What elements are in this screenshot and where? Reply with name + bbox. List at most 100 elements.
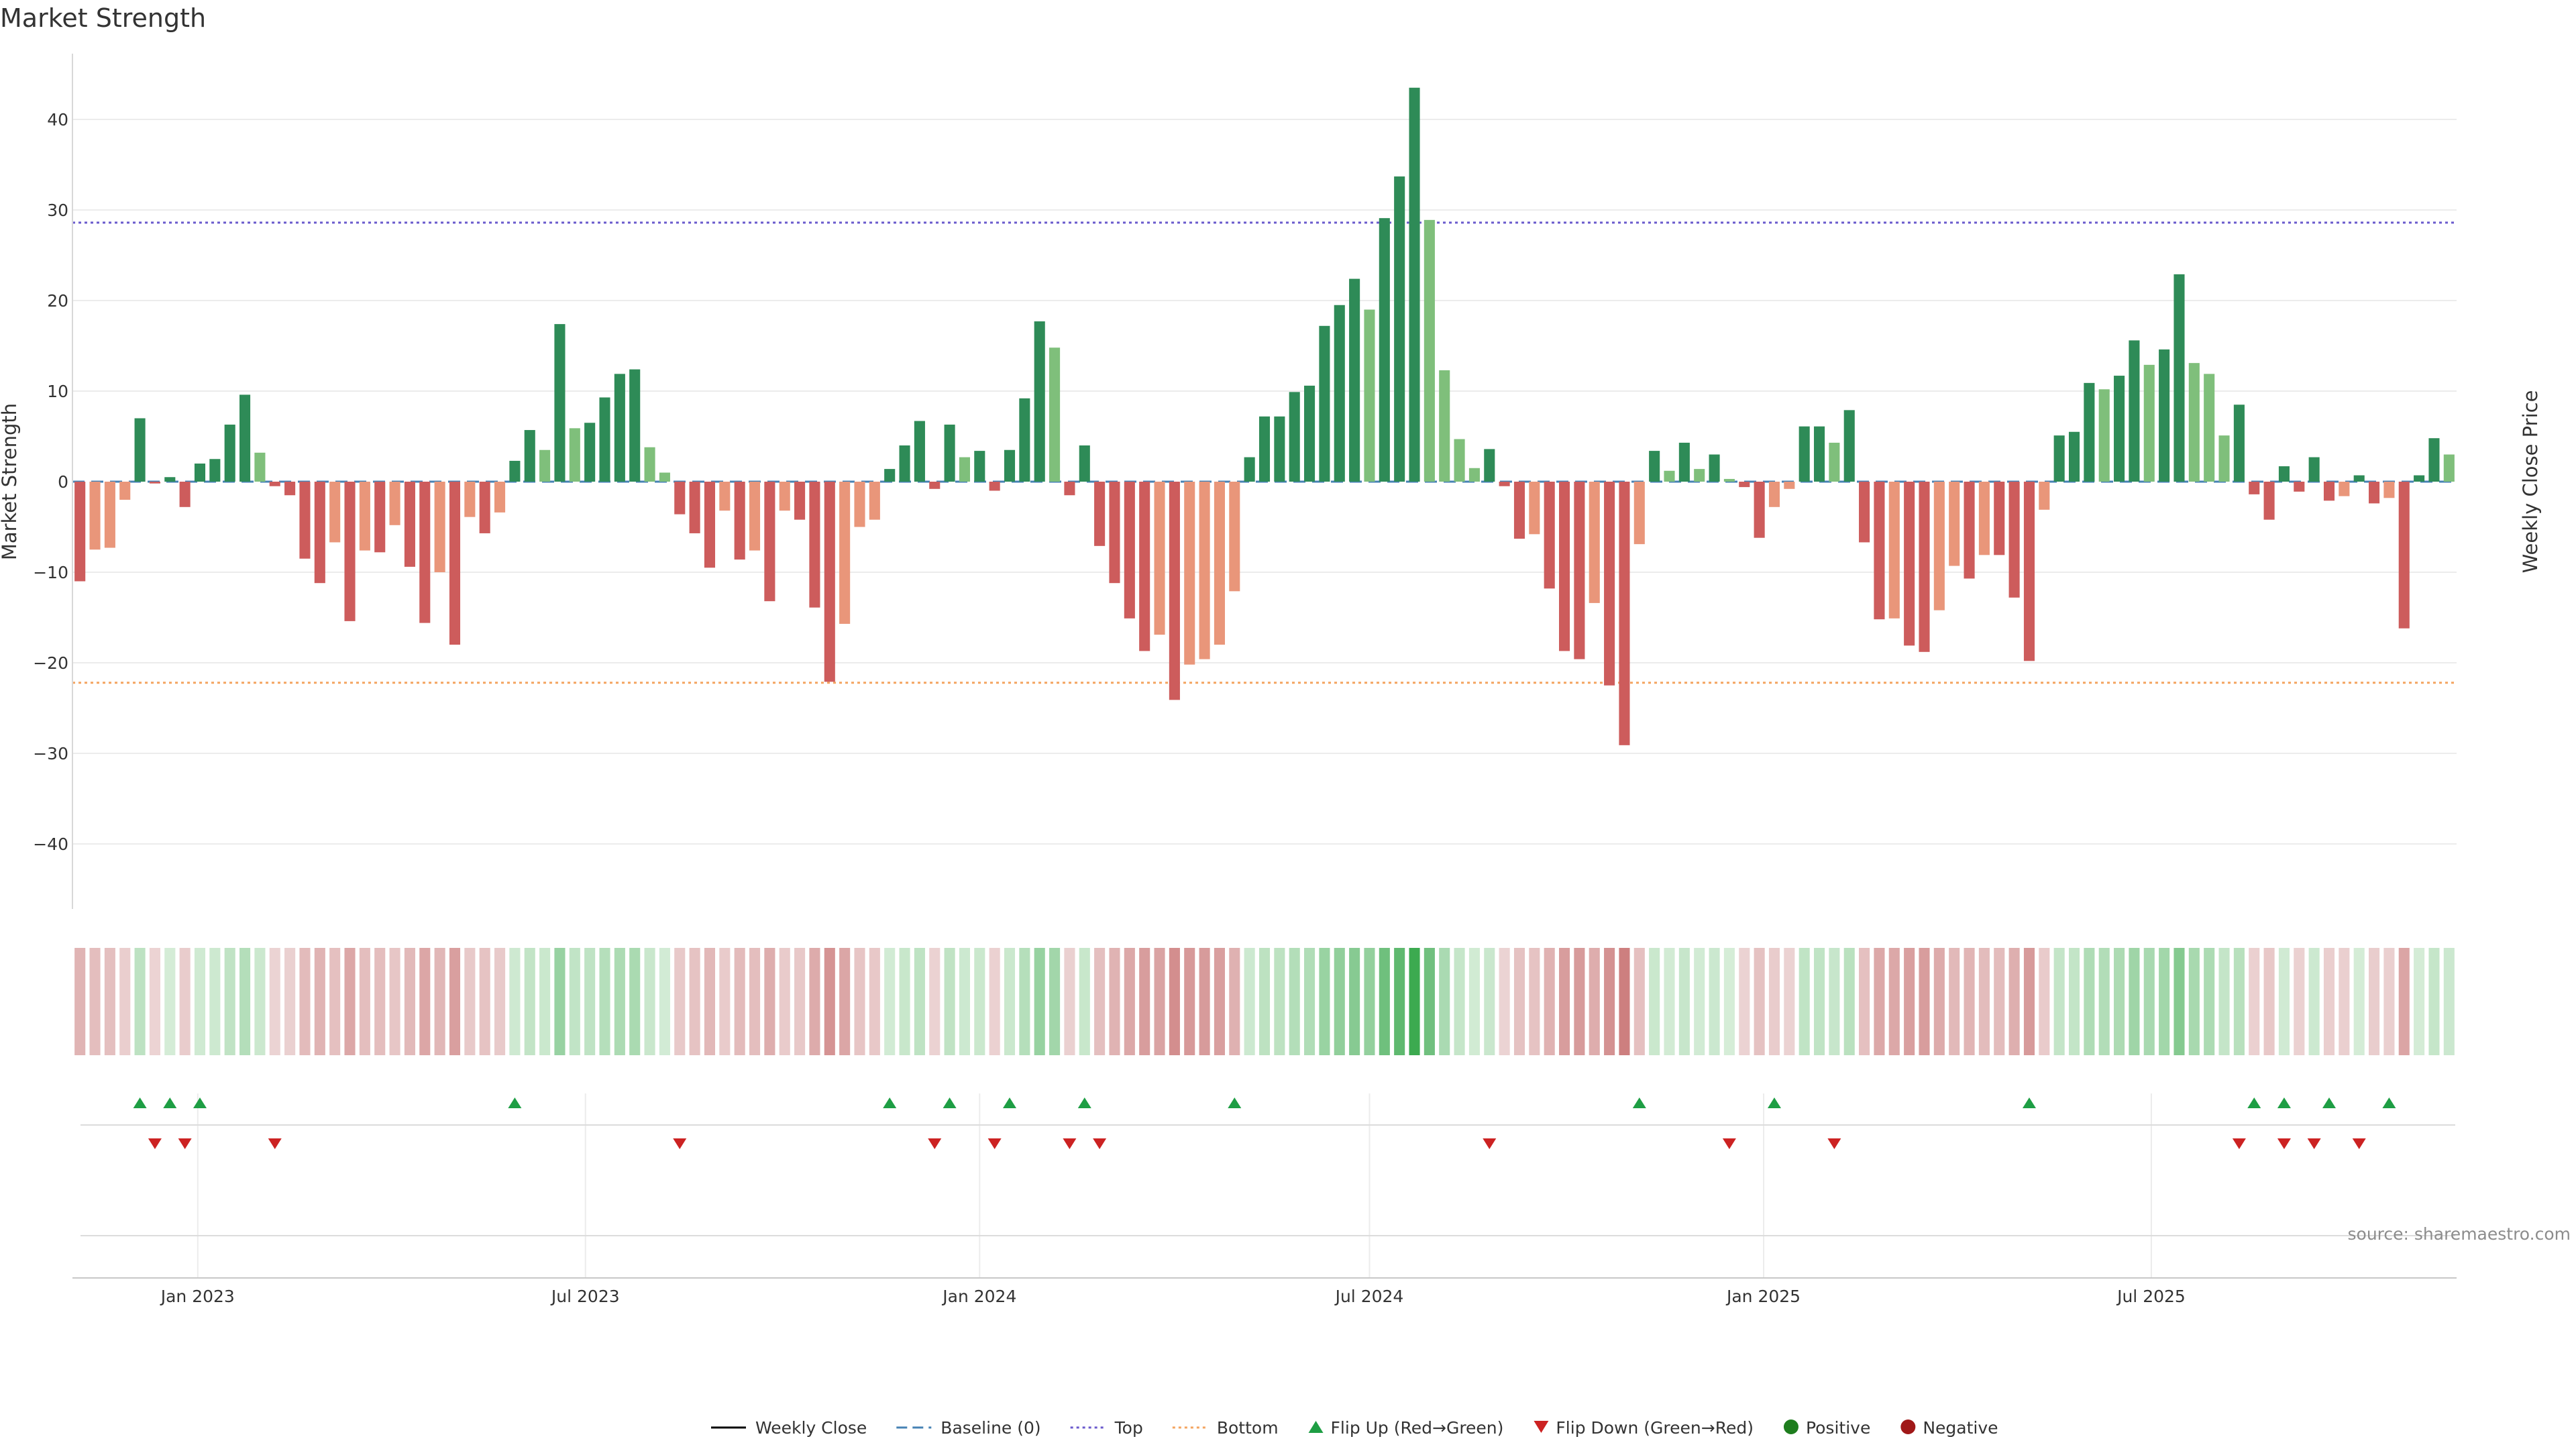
legend-label: Bottom: [1217, 1418, 1279, 1438]
flip-down-marker: [1827, 1138, 1841, 1149]
heat-cell: [1768, 948, 1780, 1055]
heat-cell: [2218, 948, 2230, 1055]
flip-down-marker: [178, 1138, 192, 1149]
heat-cell: [1904, 948, 1915, 1055]
heat-cell: [359, 948, 370, 1055]
heat-cell: [1334, 948, 1345, 1055]
heat-cell: [2353, 948, 2365, 1055]
heat-cell: [1484, 948, 1495, 1055]
heat-cell: [1933, 948, 1945, 1055]
heat-cell: [1589, 948, 1600, 1055]
heat-cell: [1813, 948, 1825, 1055]
strength-bar: [179, 482, 191, 507]
heat-cell: [1244, 948, 1255, 1055]
heat-cell: [1949, 948, 1960, 1055]
strength-bar: [734, 482, 745, 560]
strength-bar: [2174, 274, 2185, 482]
flip-up-marker: [1767, 1097, 1781, 1108]
heat-cell: [1454, 948, 1465, 1055]
heat-cell: [884, 948, 896, 1055]
flip-up-marker: [2247, 1097, 2261, 1108]
flip-down-marker: [2232, 1138, 2246, 1149]
strength-bar: [1768, 482, 1780, 507]
strength-bar: [419, 482, 431, 623]
heat-cell: [179, 948, 191, 1055]
heat-cell: [2188, 948, 2200, 1055]
heat-cell: [1529, 948, 1540, 1055]
heat-cell: [2008, 948, 2020, 1055]
strength-bar: [1258, 416, 1271, 482]
strength-bar: [1649, 451, 1660, 482]
heat-cell: [689, 948, 700, 1055]
strength-bar: [749, 482, 761, 551]
legend-swatch: [1900, 1419, 1916, 1434]
heat-cell: [2098, 948, 2110, 1055]
heat-cell: [2398, 948, 2410, 1055]
heat-cell: [734, 948, 745, 1055]
strength-bar: [1633, 482, 1645, 545]
heat-cell: [539, 948, 551, 1055]
heat-cell: [1874, 948, 1885, 1055]
flip-down-marker: [2352, 1138, 2366, 1149]
heat-cell: [1289, 948, 1300, 1055]
flip-down-marker: [987, 1138, 1002, 1149]
left-tick-label: 30: [47, 201, 68, 220]
strength-bar: [944, 424, 955, 482]
strength-bar: [1154, 482, 1165, 635]
heat-cell: [2039, 948, 2050, 1055]
heat-cell: [74, 948, 86, 1055]
heat-cell: [1558, 948, 1570, 1055]
heat-cell: [2053, 948, 2065, 1055]
legend-item: Flip Up (Red→Green): [1308, 1418, 1503, 1438]
strength-bar: [1079, 445, 1090, 482]
strength-bar: [989, 482, 1000, 491]
heat-cell: [119, 948, 131, 1055]
strength-bar: [2098, 389, 2110, 482]
left-tick-label: 20: [47, 291, 68, 311]
flip-up-marker: [943, 1097, 957, 1108]
heat-cell: [2443, 948, 2455, 1055]
x-tick-label: Jan 2025: [1725, 1287, 1801, 1306]
strength-bar: [2218, 435, 2230, 482]
strength-bar: [1619, 482, 1630, 745]
heat-cell: [134, 948, 146, 1055]
strength-bar: [2188, 363, 2200, 482]
heat-cell: [1094, 948, 1106, 1055]
left-tick-label: −20: [33, 653, 68, 673]
heat-cell: [404, 948, 415, 1055]
strength-bar: [1694, 469, 1705, 482]
legend-label: Top: [1114, 1418, 1143, 1438]
strength-bar: [1529, 482, 1540, 535]
heat-cell: [389, 948, 400, 1055]
strength-bar: [1454, 439, 1465, 482]
strength-bar: [1813, 426, 1825, 482]
flip-down-marker: [1063, 1138, 1077, 1149]
heat-cell: [1829, 948, 1840, 1055]
strength-bar: [359, 482, 370, 551]
heat-cell: [1994, 948, 2005, 1055]
heat-cell: [1394, 948, 1405, 1055]
heat-cell: [2278, 948, 2290, 1055]
main-gridlines: [72, 119, 2457, 1278]
strength-bar: [1933, 482, 1945, 610]
heat-cell: [1843, 948, 1855, 1055]
strength-bar: [584, 423, 596, 482]
strength-bar: [269, 482, 280, 486]
heat-cell: [659, 948, 670, 1055]
strength-bar: [1678, 442, 1690, 482]
strength-bar: [1799, 426, 1810, 482]
heat-cell: [2369, 948, 2380, 1055]
flip-down-marker: [2307, 1138, 2321, 1149]
strength-bar: [1034, 321, 1045, 482]
x-axis-ticks: Jan 2023 Jul 2023 Jan 2024 Jul 2024 Jan 2025…: [160, 1287, 2186, 1306]
strength-bar: [1064, 482, 1075, 496]
heat-cell: [794, 948, 806, 1055]
strength-bar: [1289, 392, 1300, 482]
heat-cell: [344, 948, 356, 1055]
heat-cell: [1229, 948, 1240, 1055]
source-note: source: sharemaestro.com: [2348, 1224, 2571, 1244]
left-axis-ticks: −40 −30 −20 −10 0 10 20 30 40: [33, 54, 73, 909]
heat-cell: [839, 948, 851, 1055]
strength-bar: [1124, 482, 1135, 619]
x-tick-label: Jan 2023: [160, 1287, 235, 1306]
